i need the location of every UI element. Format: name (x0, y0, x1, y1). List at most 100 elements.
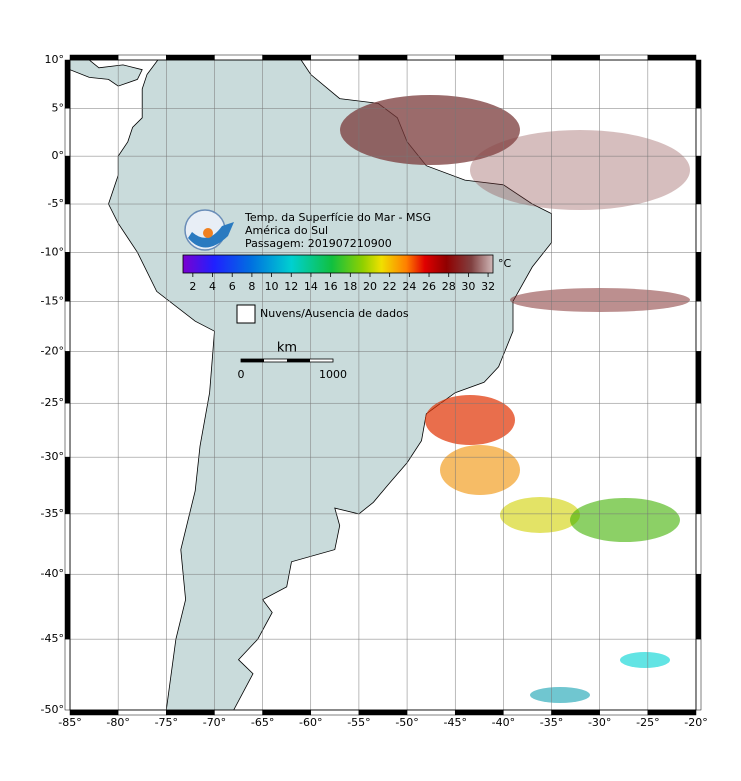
frame-segment (64, 456, 71, 515)
frame-segment (647, 709, 697, 716)
lat-tick-label: -50° (41, 703, 64, 716)
lon-tick-label: -80° (106, 716, 129, 729)
frame-segment (64, 252, 71, 302)
colorbar-tick-label: 12 (284, 280, 298, 293)
colorbar-tick-label: 2 (189, 280, 196, 293)
no-data-swatch (236, 304, 256, 324)
colorbar-tick-label: 10 (265, 280, 279, 293)
frame-segment (64, 638, 71, 711)
colorbar-tick-label: 18 (343, 280, 357, 293)
colorbar (182, 254, 494, 274)
colorbar-tick-label: 4 (209, 280, 216, 293)
frame-segment (310, 54, 360, 61)
frame-segment (695, 59, 702, 109)
map-frame (64, 54, 702, 716)
frame-segment (69, 54, 119, 61)
frame-segment (358, 709, 408, 716)
lat-tick-label: 5° (52, 101, 65, 114)
lat-tick-label: -45° (41, 632, 64, 645)
no-data-label: Nuvens/Ausencia de dados (260, 307, 409, 320)
colorbar-tick-label: 14 (304, 280, 318, 293)
colorbar-tick-label: 16 (324, 280, 338, 293)
colorbar-tick-label: 8 (248, 280, 255, 293)
frame-segment (64, 402, 71, 458)
frame-segment (695, 108, 702, 157)
frame-segment (64, 108, 71, 157)
subtitle: América do Sul (245, 224, 328, 237)
frame-segment (64, 573, 71, 640)
frame-segment (695, 252, 702, 302)
lon-tick-label: -25° (636, 716, 659, 729)
scale-label: 1000 (319, 368, 347, 381)
frame-segment (406, 54, 456, 61)
lon-tick-label: -35° (540, 716, 563, 729)
lat-tick-label: -35° (41, 507, 64, 520)
lon-tick-label: -30° (588, 716, 611, 729)
frame-segment (695, 301, 702, 352)
colorbar-tick-label: 6 (229, 280, 236, 293)
colorbar-tick-label: 28 (442, 280, 456, 293)
title: Temp. da Superfície do Mar - MSG (244, 211, 431, 224)
frame-segment (310, 709, 360, 716)
lon-tick-label: -45° (443, 716, 466, 729)
lon-tick-label: -55° (347, 716, 370, 729)
frame-segment (64, 301, 71, 352)
frame-segment (695, 351, 702, 404)
frame-segment (117, 54, 167, 61)
lon-tick-label: -85° (58, 716, 81, 729)
logo (184, 209, 234, 251)
frame-segment (647, 54, 697, 61)
lat-tick-label: -5° (48, 197, 64, 210)
lon-tick-label: -75° (155, 716, 178, 729)
frame-segment (64, 351, 71, 404)
frame-segment (117, 709, 167, 716)
frame-segment (166, 709, 215, 716)
frame-segment (64, 203, 71, 253)
lat-tick-label: -25° (41, 396, 64, 409)
colorbar-unit: °C (498, 257, 512, 270)
scale-label: 0 (238, 368, 245, 381)
frame-segment (503, 54, 552, 61)
frame-segment (358, 54, 408, 61)
frame-segment (551, 709, 600, 716)
frame-segment (503, 709, 552, 716)
colorbar-tick-label: 24 (402, 280, 416, 293)
lat-tick-label: -30° (41, 450, 64, 463)
frame-segment (64, 513, 71, 575)
lat-tick-label: -10° (41, 245, 64, 258)
lon-tick-label: -40° (492, 716, 515, 729)
frame-segment (262, 54, 312, 61)
frame-segment (551, 54, 600, 61)
frame-segment (214, 709, 263, 716)
frame-segment (695, 155, 702, 205)
frame-segment (454, 709, 504, 716)
lat-tick-label: 10° (45, 53, 65, 66)
frame-segment (599, 54, 649, 61)
frame-segment (64, 59, 71, 109)
lon-tick-label: -70° (203, 716, 226, 729)
colorbar-tick-label: 22 (383, 280, 397, 293)
graticule (69, 59, 697, 711)
frame-segment (64, 155, 71, 205)
lat-tick-label: -20° (41, 344, 64, 357)
lon-tick-label: -20° (684, 716, 707, 729)
frame-segment (69, 709, 119, 716)
pass-time: Passagem: 201907210900 (245, 237, 392, 250)
colorbar-tick-label: 26 (422, 280, 436, 293)
frame-segment (599, 709, 649, 716)
lat-tick-label: -40° (41, 567, 64, 580)
frame-border (69, 59, 697, 711)
frame-segment (406, 709, 456, 716)
frame-segment (695, 638, 702, 711)
frame-segment (695, 456, 702, 515)
scale-unit: km (277, 341, 297, 356)
colorbar-ticks: 2 4 6 8 10 12 14 16 18 20 22 24 26 28 30 32 (189, 273, 495, 293)
frame-segment (262, 709, 312, 716)
frame-segment (214, 54, 263, 61)
colorbar-tick-label: 20 (363, 280, 377, 293)
lat-tick-label: 0° (52, 149, 65, 162)
lon-tick-label: -60° (299, 716, 322, 729)
frame-segment (695, 402, 702, 458)
scale-bar (240, 358, 334, 363)
